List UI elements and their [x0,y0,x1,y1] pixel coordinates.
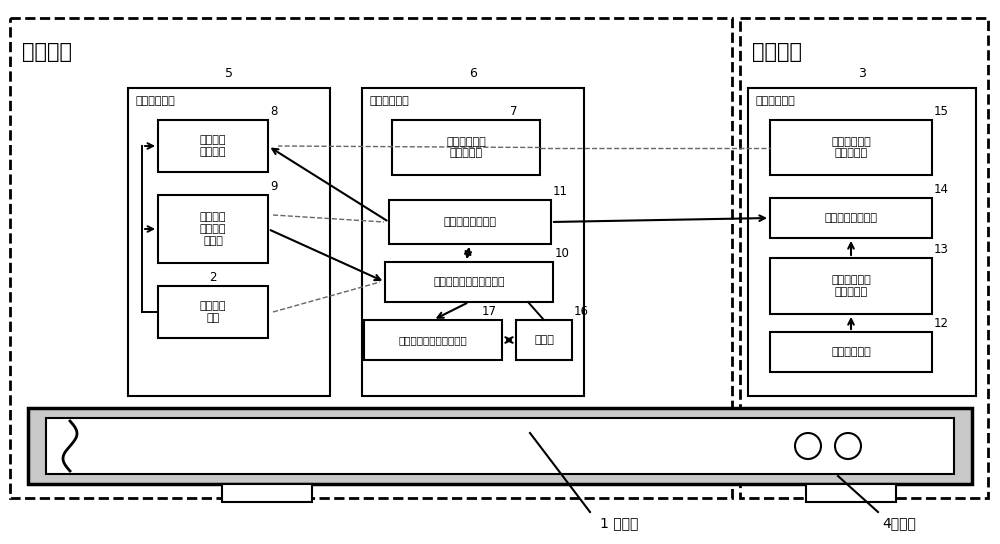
Bar [364,320,502,360]
Text: 云端数据处理与收集单元: 云端数据处理与收集单元 [399,335,467,345]
Bar [516,320,572,360]
Text: 第二传感模块: 第二传感模块 [831,347,871,357]
Text: 第二信号传输模块: 第二信号传输模块 [824,213,878,223]
Text: 体外部分: 体外部分 [22,42,72,62]
Bar [806,484,896,502]
Text: 12: 12 [934,317,949,330]
Bar [158,195,268,263]
Text: 第一信号
转换与调
理模块: 第一信号 转换与调 理模块 [200,212,226,245]
Bar [389,200,551,244]
Text: 3: 3 [858,67,866,80]
Text: 信号传输单元: 信号传输单元 [370,96,410,106]
Text: 6: 6 [469,67,477,80]
Text: 2: 2 [209,271,217,284]
Text: 13: 13 [934,243,949,256]
Text: 微处理器及信号传输模块: 微处理器及信号传输模块 [433,277,505,287]
Text: 16: 16 [574,305,589,318]
Text: 5: 5 [225,67,233,80]
Bar [392,120,540,175]
Text: 第一信号
传输模块: 第一信号 传输模块 [200,135,226,157]
Bar [748,88,976,396]
Text: 上位机: 上位机 [534,335,554,345]
Text: 15: 15 [934,105,949,118]
Bar [46,418,954,474]
Bar [770,258,932,314]
Text: 17: 17 [482,305,497,318]
Bar [770,198,932,238]
Text: 第二电源及电
源管理模块: 第二电源及电 源管理模块 [831,137,871,158]
Bar [158,120,268,172]
Bar [128,88,330,396]
Text: 4引流孔: 4引流孔 [882,516,916,530]
Text: 11: 11 [553,185,568,198]
Text: 1 引流管: 1 引流管 [600,516,638,530]
Bar [770,120,932,175]
Text: 体内监测单元: 体内监测单元 [756,96,796,106]
Text: 7: 7 [510,105,518,118]
Text: 14: 14 [934,183,949,196]
Bar [222,484,312,502]
Text: 第三信号传输模块: 第三信号传输模块 [444,217,496,227]
Text: 9: 9 [270,180,278,193]
Bar [362,88,584,396]
Text: 10: 10 [555,247,570,260]
Bar [385,262,553,302]
Text: 体内部分: 体内部分 [752,42,802,62]
Text: 体外监测单元: 体外监测单元 [136,96,176,106]
Bar [158,286,268,338]
Text: 第一传感
模块: 第一传感 模块 [200,301,226,323]
Bar [28,408,972,484]
Text: 第二信号转换
与调理模块: 第二信号转换 与调理模块 [831,275,871,297]
Text: 第一电源及电
源管理模块: 第一电源及电 源管理模块 [446,137,486,158]
Bar [770,332,932,372]
Text: 8: 8 [270,105,277,118]
